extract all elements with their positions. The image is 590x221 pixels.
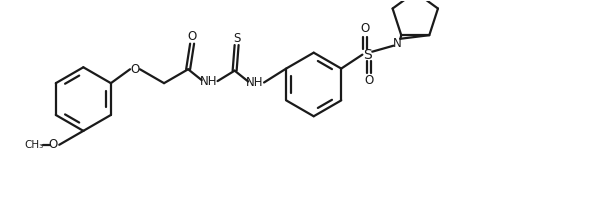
Text: O: O [48, 138, 58, 151]
Text: NH: NH [247, 76, 264, 89]
Text: S: S [363, 48, 372, 62]
Text: O: O [365, 74, 374, 87]
Text: O: O [360, 22, 370, 35]
Text: O: O [130, 63, 140, 76]
Text: N: N [393, 37, 402, 50]
Text: NH: NH [200, 74, 217, 88]
Text: S: S [233, 32, 240, 45]
Text: O: O [188, 30, 196, 43]
Text: CH₃: CH₃ [24, 140, 43, 150]
